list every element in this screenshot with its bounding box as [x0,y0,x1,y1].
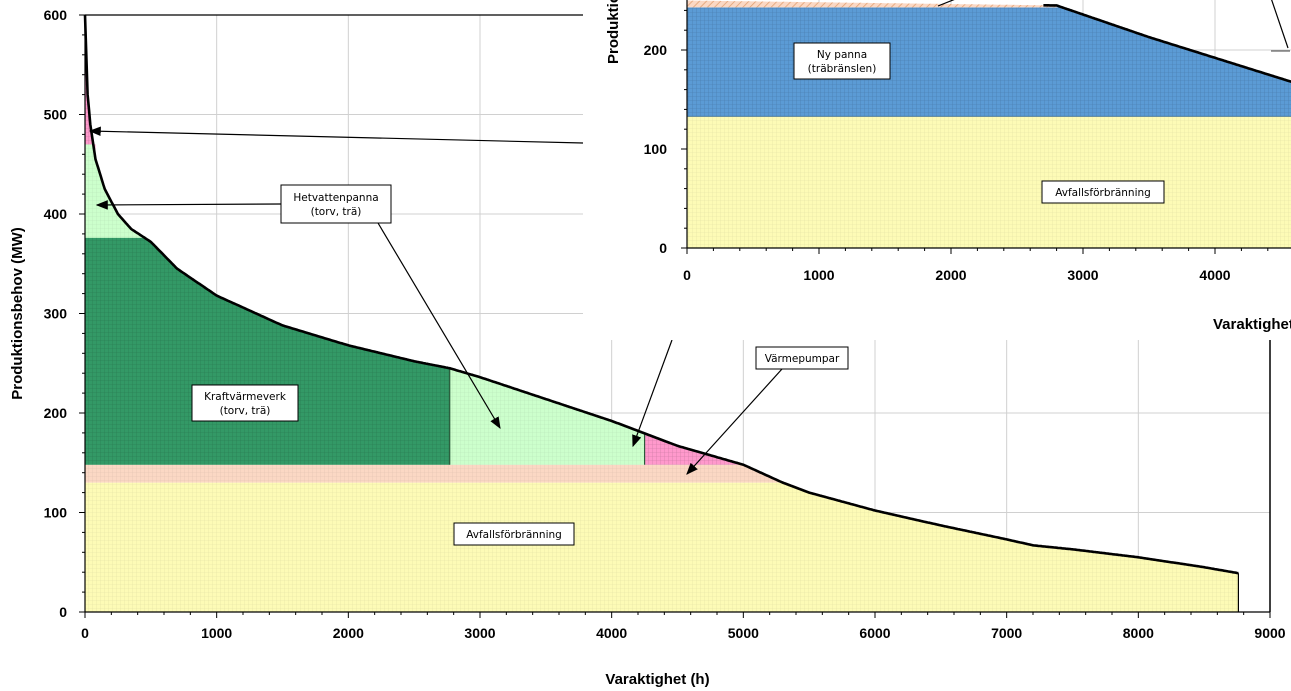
inset-lines [687,4,1291,117]
inset-label-ny-panna-text-1: (träbränslen) [808,63,877,75]
inset-label-ny-panna-box [793,42,891,80]
arrow-spets [632,339,673,448]
x-tick-label-7: 7000 [991,625,1022,641]
x-tick-label-8: 8000 [1123,625,1154,641]
x-tick-label-1: 1000 [201,625,232,641]
area-avfallsforbranning-grid [85,482,1239,612]
label-kraftvarmeverk: Kraftvärmeverk (torv, trä) [191,384,299,422]
inset-x-tick-label-1: 1000 [803,267,834,283]
inset-demand-curve [1043,4,1291,83]
arrow-hetvattenpanna-left [95,200,282,210]
label-hetvattenpanna-text-1: (torv, trä) [311,206,362,218]
inset-x-tick-label-4: 4000 [1199,267,1230,283]
x-tick-label-2: 2000 [333,625,364,641]
inset-area-avfallsforbranning-grid [687,116,1291,248]
inset-x-tick-label-0: 0 [683,267,691,283]
area-spets-peak-grid [85,15,96,160]
inset-x-tick-label-3: 3000 [1067,267,1098,283]
arrow-hetvattenpanna-right [377,222,501,430]
y-tick-label-6: 600 [44,7,68,23]
label-avfallsforbranning: Avfallsförbränning [453,522,575,546]
x-tick-label-9: 9000 [1254,625,1285,641]
inset-label-ny-panna: Ny panna (träbränslen) [793,42,891,80]
label-varmepumpar-box [755,346,849,370]
inset-label-avfallsforbranning-text-0: Avfallsförbränning [1055,187,1151,199]
label-hetvattenpanna-text-0: Hetvattenpanna [293,192,378,204]
area-varmepumpar-grid [85,464,783,483]
inset-ticks: 0 1000 2000 3000 4000 0 100 200 Varaktighet Produ… [605,0,1291,333]
inset-labels: Ny panna (träbränslen) Avfallsförbränning [793,0,1290,204]
inset-area-varmepumpar-hatch [687,0,1057,8]
label-avfallsforbranning-text-0: Avfallsförbränning [466,529,562,541]
y-tick-label-4: 400 [44,206,68,222]
label-varmepumpar-text-0: Värmepumpar [765,353,840,365]
inset-axes [681,0,1291,254]
inset-y-tick-label-1: 100 [644,141,668,157]
main-lines [83,14,1240,612]
y-tick-label-3: 300 [44,306,68,322]
x-tick-label-4: 4000 [596,625,627,641]
inset-y-tick-label-0: 0 [659,240,667,256]
label-hetvattenpanna-box [280,184,392,224]
inset-chart: 0 1000 2000 3000 4000 0 100 200 Varaktighet Produ… [583,0,1291,340]
x-tick-label-6: 6000 [859,625,890,641]
main-chart: 0 1000 2000 3000 4000 5000 6000 7000 8000 9000010… [9,7,1286,688]
y-tick-label-2: 200 [44,405,68,421]
inset-x-axis-title: Varaktighet [1213,316,1291,333]
inset-label-ny-panna-text-0: Ny panna [817,49,867,61]
main-ticks: 0 1000 2000 3000 4000 5000 6000 7000 8000 9000010… [9,7,1286,688]
inset-arrow-right [1271,0,1289,49]
x-axis-title: Varaktighet (h) [605,671,709,688]
x-tick-label-5: 5000 [728,625,759,641]
arrow-spets-peak [88,126,584,144]
x-tick-label-0: 0 [81,625,89,641]
area-kraftvarmeverk-grid [85,237,450,465]
inset-label-avfallsforbranning-box [1041,180,1165,204]
inset-x-tick-label-2: 2000 [935,267,966,283]
x-tick-label-3: 3000 [464,625,495,641]
label-varmepumpar: Värmepumpar [755,346,849,370]
inset-y-tick-label-2: 200 [644,42,668,58]
y-tick-label-0: 0 [59,604,67,620]
y-tick-label-5: 500 [44,107,68,123]
label-avfallsforbranning-box [453,522,575,546]
label-kraftvarmeverk-text-1: (torv, trä) [220,405,271,417]
inset-label-avfallsforbranning: Avfallsförbränning [1041,180,1165,204]
main-labels: Hetvattenpanna (torv, trä) Kraftvärmeverk (… [88,126,849,546]
inset-arrow-top [937,0,955,7]
y-axis-title: Produktionsbehov (MW) [9,227,26,400]
y-tick-label-1: 100 [44,505,68,521]
arrow-varmepumpar [686,368,783,475]
area-spets-grid [644,433,744,465]
label-kraftvarmeverk-box [191,384,299,422]
label-kraftvarmeverk-text-0: Kraftvärmeverk [204,391,287,403]
demand-curve [83,14,1239,575]
inset-y-axis-title: Produktionsbehov [605,0,622,64]
label-hetvattenpanna: Hetvattenpanna (torv, trä) [280,184,392,224]
